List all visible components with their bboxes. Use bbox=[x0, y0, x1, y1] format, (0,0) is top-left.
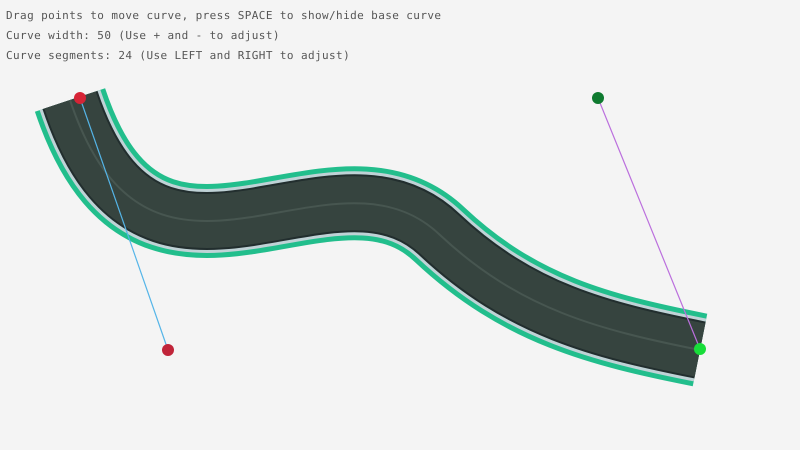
end-anchor-point[interactable] bbox=[694, 343, 706, 355]
tangent-handles-group[interactable] bbox=[79, 97, 701, 351]
start-anchor-point[interactable] bbox=[74, 92, 86, 104]
end-control-point[interactable] bbox=[592, 92, 604, 104]
start-control-point[interactable] bbox=[162, 344, 174, 356]
curve-ribbon[interactable] bbox=[34, 87, 708, 387]
end-tangent-line bbox=[597, 97, 701, 350]
start-tangent-line bbox=[79, 97, 169, 351]
curve-layer-center-line bbox=[69, 99, 701, 351]
control-points-group[interactable] bbox=[74, 92, 706, 356]
